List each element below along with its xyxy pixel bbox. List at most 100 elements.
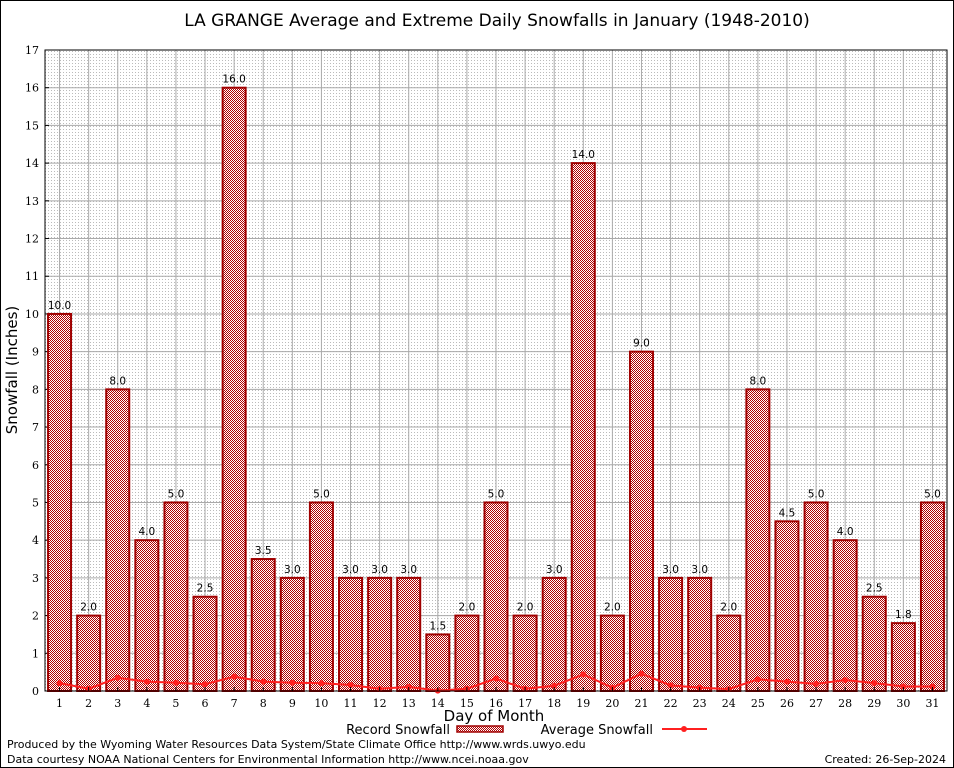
x-tick-label: 11 bbox=[344, 697, 358, 710]
footer-courtesy: Data courtesy NOAA National Centers for … bbox=[7, 753, 529, 766]
record-bar bbox=[745, 388, 771, 692]
x-tick-label: 28 bbox=[838, 697, 852, 710]
y-tick-label: 1 bbox=[32, 647, 39, 660]
x-tick-label: 31 bbox=[925, 697, 939, 710]
record-bar bbox=[163, 501, 189, 692]
bar-data-label: 3.0 bbox=[662, 564, 679, 576]
x-tick-label: 7 bbox=[231, 697, 238, 710]
record-bar bbox=[483, 501, 509, 692]
y-tick-label: 12 bbox=[25, 233, 39, 246]
x-axis-label: Day of Month bbox=[444, 707, 545, 725]
average-point bbox=[551, 682, 558, 689]
x-tick-label: 21 bbox=[634, 697, 648, 710]
record-bar bbox=[105, 388, 131, 692]
bar-data-label: 1.8 bbox=[895, 609, 912, 621]
average-point bbox=[783, 678, 790, 685]
bar-data-label: 3.0 bbox=[284, 564, 301, 576]
x-tick-label: 22 bbox=[664, 697, 678, 710]
record-bar bbox=[541, 576, 567, 692]
x-tick-label: 27 bbox=[809, 697, 823, 710]
bar-data-label: 3.5 bbox=[255, 545, 272, 557]
record-bar bbox=[803, 501, 829, 692]
average-point bbox=[114, 674, 121, 681]
x-tick-label: 23 bbox=[693, 697, 707, 710]
record-bar bbox=[716, 614, 742, 693]
record-bar bbox=[658, 576, 684, 692]
x-tick-label: 5 bbox=[172, 697, 179, 710]
average-point bbox=[900, 683, 907, 690]
chart-title: LA GRANGE Average and Extreme Daily Snow… bbox=[184, 11, 810, 31]
bar-data-label: 9.0 bbox=[633, 338, 650, 350]
x-tick-label: 8 bbox=[260, 697, 267, 710]
bar-data-label: 3.0 bbox=[342, 564, 359, 576]
record-bar bbox=[76, 614, 102, 693]
bar-data-label: 2.5 bbox=[866, 583, 883, 595]
average-point bbox=[231, 673, 238, 680]
plot-frame bbox=[44, 49, 948, 692]
y-tick-label: 10 bbox=[25, 308, 39, 321]
y-axis-label: Snowfall (Inches) bbox=[3, 306, 21, 434]
legend-record-label: Record Snowfall bbox=[346, 723, 450, 738]
bar-data-label: 2.0 bbox=[517, 602, 534, 614]
y-tick-label: 8 bbox=[32, 383, 39, 396]
average-point bbox=[871, 680, 878, 687]
x-tick-label: 29 bbox=[867, 697, 881, 710]
x-tick-label: 24 bbox=[722, 697, 736, 710]
y-tick-label: 7 bbox=[32, 421, 39, 434]
y-tick-label: 15 bbox=[25, 119, 39, 132]
record-bar bbox=[454, 614, 480, 693]
record-bar bbox=[628, 350, 654, 692]
record-bar bbox=[687, 576, 713, 692]
x-tick-label: 25 bbox=[751, 697, 765, 710]
record-bar bbox=[221, 86, 247, 693]
average-point bbox=[813, 680, 820, 687]
record-bar bbox=[338, 576, 364, 692]
average-point bbox=[493, 675, 499, 682]
record-bar bbox=[308, 501, 334, 692]
x-tick-label: 10 bbox=[314, 697, 328, 710]
x-tick-label: 9 bbox=[289, 697, 296, 710]
x-tick-label: 4 bbox=[143, 697, 150, 710]
bar-data-label: 3.0 bbox=[371, 564, 388, 576]
bar-data-label: 8.0 bbox=[750, 375, 767, 387]
legend-average-label: Average Snowfall bbox=[541, 723, 653, 738]
record-bar bbox=[919, 501, 945, 692]
bar-data-label: 4.5 bbox=[779, 507, 796, 519]
x-tick-label: 19 bbox=[576, 697, 590, 710]
bar-data-label: 3.0 bbox=[546, 564, 563, 576]
x-tick-label: 6 bbox=[202, 697, 209, 710]
y-tick-label: 17 bbox=[25, 44, 39, 57]
legend-record-swatch bbox=[456, 725, 504, 733]
record-bar bbox=[774, 520, 800, 693]
average-point bbox=[638, 670, 645, 677]
y-tick-label: 4 bbox=[32, 534, 39, 547]
x-tick-label: 16 bbox=[489, 697, 503, 710]
record-bar bbox=[890, 622, 916, 692]
average-point bbox=[202, 681, 209, 688]
x-tick-label: 3 bbox=[114, 697, 121, 710]
x-tick-label: 2 bbox=[85, 697, 92, 710]
record-bar bbox=[570, 162, 596, 692]
bar-data-label: 10.0 bbox=[48, 300, 71, 312]
average-point bbox=[580, 671, 587, 678]
average-point bbox=[929, 683, 936, 690]
record-bar bbox=[425, 633, 451, 692]
bar-data-label: 2.0 bbox=[604, 602, 621, 614]
average-point bbox=[143, 678, 150, 685]
x-tick-label: 18 bbox=[547, 697, 561, 710]
record-bar bbox=[599, 614, 625, 693]
x-tick-label: 30 bbox=[896, 697, 910, 710]
bar-data-label: 4.0 bbox=[837, 526, 854, 538]
legend: Record Snowfall Average Snowfall bbox=[346, 723, 707, 738]
record-bar bbox=[250, 558, 276, 692]
bar-data-label: 5.0 bbox=[924, 488, 941, 500]
bar-data-label: 1.5 bbox=[429, 620, 446, 632]
y-tick-label: 3 bbox=[32, 572, 39, 585]
average-point bbox=[347, 681, 354, 688]
record-bar bbox=[832, 539, 858, 692]
average-point bbox=[289, 679, 296, 686]
x-tick-label: 17 bbox=[518, 697, 532, 710]
y-tick-label: 5 bbox=[32, 496, 39, 509]
record-bar bbox=[192, 595, 218, 692]
y-tick-label: 16 bbox=[25, 82, 39, 95]
